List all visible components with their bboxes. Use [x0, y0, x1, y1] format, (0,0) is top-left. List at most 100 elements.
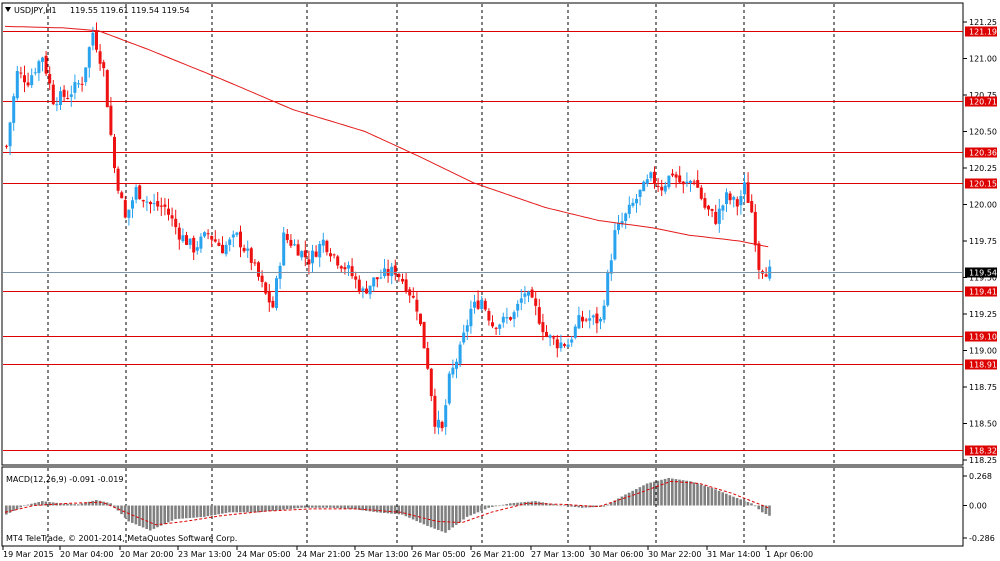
macd-bar — [710, 487, 714, 506]
macd-bar — [48, 501, 51, 506]
level-label: 120.15 — [969, 180, 997, 189]
candle — [59, 86, 62, 111]
candle — [411, 287, 415, 299]
macd-bar — [541, 502, 544, 506]
macd-bar — [631, 490, 634, 506]
macd-bar — [577, 505, 580, 508]
candle — [307, 250, 311, 275]
macd-bar — [555, 504, 559, 506]
macd-bar — [62, 503, 66, 506]
candle — [462, 324, 466, 345]
candle — [275, 275, 278, 311]
macd-bar — [120, 505, 123, 515]
macd-bar — [573, 505, 577, 508]
candle — [602, 299, 606, 324]
macd-bar — [563, 505, 566, 507]
macd-bar — [336, 505, 339, 509]
macd-bar — [357, 505, 361, 510]
macd-bar — [617, 498, 620, 506]
macd-bar — [329, 505, 332, 508]
macd-bar — [152, 505, 156, 529]
candle — [563, 342, 566, 348]
candle — [134, 184, 138, 204]
candle — [145, 196, 149, 212]
macd-bar — [437, 505, 440, 531]
macd-panel[interactable]: 0.268 0.00 -0.286 MACD(12,26,9) -0.091 -0.… — [1, 466, 995, 547]
macd-bar — [480, 505, 483, 511]
candle — [163, 198, 167, 216]
macd-bar — [426, 505, 429, 526]
macd-bar — [87, 501, 91, 506]
candle — [390, 262, 394, 285]
macd-bar — [249, 505, 253, 513]
candle — [480, 295, 484, 311]
macd-bar — [188, 505, 192, 518]
macd-bar — [177, 505, 181, 519]
candle — [55, 97, 59, 112]
macd-bar — [289, 505, 292, 509]
level-label-bg — [965, 26, 997, 37]
macd-bar — [707, 486, 710, 506]
candle — [267, 284, 271, 312]
macd-bar — [231, 505, 235, 513]
x-tick-label: 30 Mar 22:00 — [648, 550, 701, 559]
candle — [656, 178, 660, 192]
candle — [487, 308, 491, 326]
price-panel[interactable]: 121.25 121.00 120.75 120.50 120.25 120.00 119.… — [1, 2, 997, 466]
macd-bar — [170, 505, 174, 521]
macd-bar — [429, 505, 433, 528]
y-tick-label: 120.75 — [969, 91, 997, 100]
candle — [235, 231, 239, 237]
candle — [357, 275, 361, 295]
macd-bar — [325, 505, 328, 508]
level-label: 118.32 — [969, 447, 997, 456]
candle — [455, 358, 458, 379]
candle — [653, 166, 656, 189]
candle — [469, 300, 473, 334]
macd-bar — [606, 504, 609, 506]
candle — [228, 237, 232, 252]
horizontal-levels — [3, 31, 963, 451]
dropdown-triangle-icon[interactable] — [5, 7, 11, 12]
candle — [318, 240, 322, 268]
candle — [113, 134, 116, 174]
macd-bar — [98, 500, 102, 506]
candle — [285, 229, 289, 244]
macd-bar — [419, 505, 422, 523]
candle — [437, 410, 440, 435]
macd-bar — [487, 505, 490, 508]
candle — [545, 325, 548, 338]
candle — [613, 223, 617, 261]
candle — [685, 172, 689, 187]
y-tick-label: 121.25 — [969, 18, 997, 27]
macd-bar — [681, 480, 685, 506]
candle — [12, 93, 16, 131]
macd-bar — [33, 502, 37, 506]
macd-bar — [113, 505, 116, 507]
macd-bar — [703, 485, 706, 506]
macd-bar — [415, 505, 418, 522]
macd-bar — [314, 505, 318, 508]
candle — [249, 246, 253, 271]
candle — [8, 121, 12, 156]
watermark-text: MT4 TeleTrade, © 2001-2014, MetaQuotes S… — [6, 534, 237, 543]
macd-bar — [145, 505, 148, 529]
macd-bar — [627, 492, 631, 506]
candle — [44, 51, 48, 77]
macd-bar — [458, 505, 462, 523]
macd-signal-line — [4, 480, 769, 526]
macd-bar — [167, 505, 170, 523]
candle — [735, 196, 739, 216]
candle — [426, 341, 430, 370]
x-tick-label: 26 Mar 05:00 — [412, 550, 465, 559]
candle — [260, 270, 264, 288]
candle — [311, 244, 314, 273]
candle — [282, 226, 286, 266]
macd-bar — [318, 505, 321, 508]
candle — [314, 245, 318, 258]
level-label: 120.71 — [969, 98, 997, 107]
candle — [537, 298, 541, 326]
macd-bar — [386, 505, 390, 514]
candle — [721, 204, 725, 221]
